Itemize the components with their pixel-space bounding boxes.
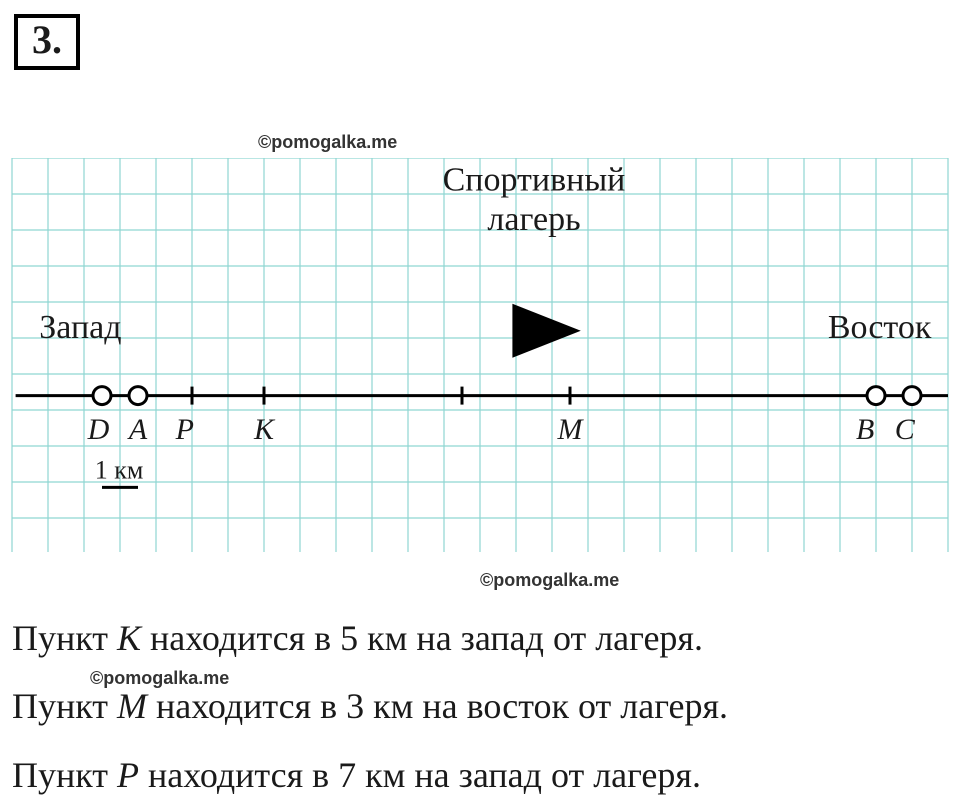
- answer-2-var: M: [117, 686, 147, 726]
- page-root: 3. ©pomogalka.me ©pomogalka.me ©pomogalk…: [0, 0, 960, 811]
- answer-1-post: находится в 5 км на запад от лагеря.: [141, 618, 703, 658]
- svg-text:A: A: [127, 413, 148, 446]
- svg-text:D: D: [87, 413, 110, 446]
- watermark-1: ©pomogalka.me: [258, 132, 397, 153]
- exercise-number: 3.: [14, 14, 80, 70]
- answers-block: Пункт K находится в 5 км на запад от лаг…: [12, 604, 932, 809]
- answer-2-pre: Пункт: [12, 686, 117, 726]
- svg-text:1 км: 1 км: [95, 455, 144, 484]
- svg-text:Восток: Восток: [828, 309, 932, 346]
- svg-text:лагерь: лагерь: [487, 201, 580, 238]
- number-line-diagram: Спортивныйлагерь Запад Восток DAP K M BC 1 км: [10, 158, 950, 552]
- answer-2-post: находится в 3 км на восток от лагеря.: [147, 686, 728, 726]
- svg-text:K: K: [253, 413, 276, 446]
- svg-text:B: B: [856, 413, 874, 446]
- answer-1-pre: Пункт: [12, 618, 117, 658]
- answer-line-3: Пункт P находится в 7 км на запад от лаг…: [12, 741, 932, 809]
- answer-3-var: P: [117, 755, 139, 795]
- watermark-2: ©pomogalka.me: [480, 570, 619, 591]
- answer-line-1: Пункт K находится в 5 км на запад от лаг…: [12, 604, 932, 672]
- svg-text:Спортивный: Спортивный: [443, 161, 626, 198]
- answer-1-var: K: [117, 618, 141, 658]
- svg-text:Запад: Запад: [39, 309, 121, 346]
- answer-3-pre: Пункт: [12, 755, 117, 795]
- svg-text:P: P: [175, 413, 194, 446]
- svg-text:M: M: [557, 413, 585, 446]
- svg-text:C: C: [895, 413, 916, 446]
- answer-line-2: Пункт M находится в 3 км на восток от ла…: [12, 672, 932, 740]
- diagram-svg: Спортивныйлагерь Запад Восток DAP K M BC 1 км: [10, 158, 950, 552]
- answer-3-post: находится в 7 км на запад от лагеря.: [139, 755, 701, 795]
